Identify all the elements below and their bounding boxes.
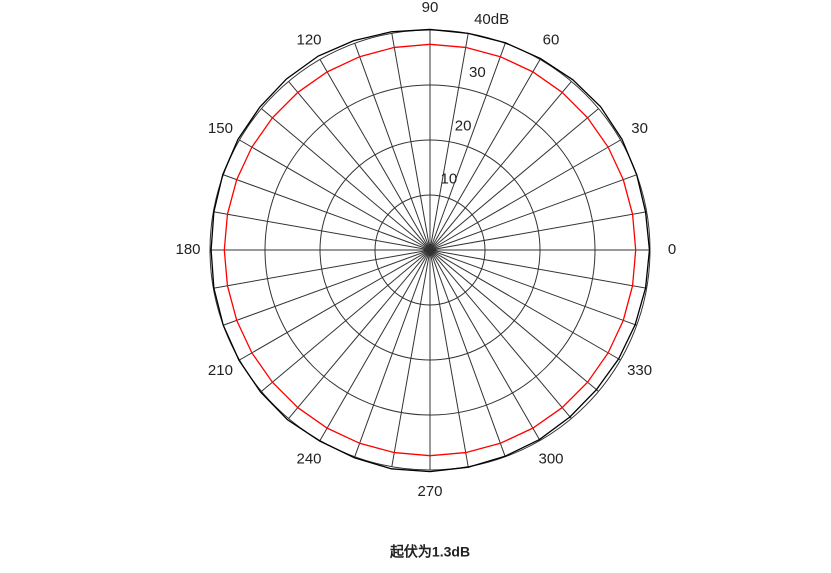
theta-tick-label: 300 bbox=[538, 451, 563, 468]
theta-tick-label: 30 bbox=[631, 120, 648, 137]
chart-title: 起伏为1.3dB bbox=[389, 544, 470, 560]
theta-tick-label: 180 bbox=[175, 241, 200, 258]
series-line bbox=[210, 28, 651, 473]
r-tick-label: 20 bbox=[455, 117, 472, 134]
r-tick-label: 10 bbox=[441, 170, 458, 187]
series-line bbox=[223, 43, 637, 457]
theta-tick-label: 120 bbox=[296, 31, 321, 48]
r-tick-label: 40dB bbox=[474, 11, 509, 28]
theta-tick-label: 150 bbox=[208, 120, 233, 137]
theta-tick-label: 330 bbox=[627, 362, 652, 379]
theta-tick-label: 90 bbox=[422, 0, 439, 16]
ring bbox=[264, 84, 596, 416]
ring bbox=[319, 139, 541, 361]
theta-tick-label: 60 bbox=[543, 31, 560, 48]
theta-tick-label: 240 bbox=[296, 451, 321, 468]
theta-tick-label: 270 bbox=[417, 483, 442, 500]
ring bbox=[374, 194, 486, 306]
r-tick-label: 30 bbox=[469, 64, 486, 81]
theta-tick-label: 210 bbox=[208, 362, 233, 379]
theta-tick-label: 0 bbox=[668, 241, 676, 258]
